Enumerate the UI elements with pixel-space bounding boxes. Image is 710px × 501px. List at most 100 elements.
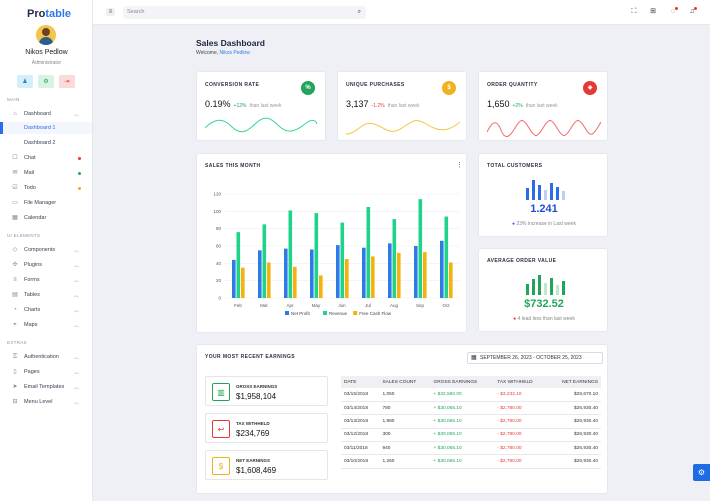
bar-revenue: [366, 207, 371, 298]
menu-dashboard[interactable]: ⌂ Dashboard ︿: [13, 111, 80, 118]
bar-net-profit: [232, 259, 236, 298]
settings-button[interactable]: ⚙: [38, 75, 54, 88]
bar-net-profit: [414, 246, 418, 298]
order-quantity-card: ORDER QUANTITY ◈ 1,650 +2% than last week: [478, 71, 608, 141]
messages-badge: [675, 7, 678, 10]
bullet-icon: ●: [513, 316, 518, 322]
average-order-value: $732.52: [524, 298, 564, 310]
legend-label: Free Cash Flow: [359, 311, 392, 316]
menu-components[interactable]: ◇ Components ︿: [12, 247, 80, 254]
x-tick-label: Apr: [286, 303, 294, 308]
chevron-icon: ︿: [74, 262, 80, 269]
menu-plugins[interactable]: ✣ Plugins ︿: [12, 262, 80, 269]
chart-icon: ◔: [13, 307, 17, 313]
welcome-text: Welcome, Nikos Pedlow: [196, 50, 250, 56]
percent-icon: %: [301, 81, 315, 95]
apps-grid-icon[interactable]: ⊞: [650, 8, 656, 15]
y-tick-label: 20: [216, 278, 222, 283]
sales-chart-card: SALES THIS MONTH ⋮ 0 20 40 60 80 100 120 Feb Mar…: [196, 153, 467, 333]
bar-revenue: [444, 216, 449, 298]
logout-button[interactable]: ⇥: [59, 75, 75, 88]
bar-chart-icon: ▥: [212, 383, 230, 401]
menu-charts[interactable]: ◔ Charts ︿: [13, 307, 80, 314]
menu-menu-level[interactable]: ⊟ Menu Level ︿: [12, 399, 80, 406]
x-tick-label: May: [312, 303, 321, 308]
fullscreen-icon[interactable]: ⛶: [631, 8, 637, 15]
brand-logo[interactable]: Protable: [27, 8, 72, 20]
section-extras: EXTRAS: [7, 340, 27, 345]
menu-calendar[interactable]: ▦ Calendar: [12, 215, 47, 221]
todo-icon: ☑: [12, 185, 18, 191]
bar-net-profit: [440, 240, 444, 298]
map-icon: ⌖: [13, 322, 17, 328]
chevron-icon: ︿: [74, 277, 80, 284]
bullet-icon: ●: [512, 221, 517, 227]
sales-bar-chart: 0 20 40 60 80 100 120 Feb Mar Apr May Jun Jul Aug Sep O…: [213, 192, 459, 316]
menu-dashboard-1[interactable]: Dashboard 1: [0, 122, 92, 134]
more-options-icon[interactable]: ⋮: [456, 162, 463, 169]
menu-pages[interactable]: ▯ Pages ︿: [13, 369, 80, 376]
components-icon: ◇: [12, 247, 18, 253]
legend-swatch: [285, 311, 289, 315]
bar-free-cash-flow: [371, 256, 375, 298]
bar-revenue: [236, 232, 241, 298]
box-icon: ◈: [583, 81, 597, 95]
chat-status-dot: [78, 156, 81, 160]
bar-net-profit: [258, 250, 262, 298]
avatar[interactable]: [36, 25, 56, 45]
menu-authentication[interactable]: ⚿ Authentication ︿: [12, 354, 80, 361]
sidebar: Protable Nikos Pedlow Administrator ♟ ⚙ …: [0, 0, 93, 501]
menu-file-manager[interactable]: ▭ File Manager: [12, 200, 57, 206]
orders-sparkline: [487, 120, 601, 137]
pages-icon: ▯: [13, 369, 17, 375]
bar-free-cash-flow: [267, 262, 271, 298]
menu-todo[interactable]: ☑ Todo: [0, 182, 92, 194]
table-icon: ▤: [12, 292, 18, 298]
earnings-title: YOUR MOST RECENT EARNINGS: [205, 354, 296, 360]
bar-free-cash-flow: [397, 252, 401, 298]
menu-forms[interactable]: ≡ Forms ︿: [13, 277, 80, 284]
bar-revenue: [314, 213, 319, 298]
x-tick-label: Aug: [390, 303, 399, 308]
welcome-user-link[interactable]: Nikos Pedlow: [219, 50, 250, 56]
net-earnings-box: $ NET EARNINGS $1,608,469: [205, 450, 328, 480]
total-customers-title: TOTAL CUSTOMERS: [487, 163, 543, 169]
menu-chat[interactable]: ☐ Chat: [0, 152, 92, 164]
date-range-picker[interactable]: ▦ SEPTEMBER 26, 2023 - OCTOBER 25, 2023: [467, 352, 603, 364]
table-row: 03/11/2018 940 + $30,065.10- $2,780.00 $26,…: [341, 441, 601, 456]
search-input[interactable]: Search ⌕: [123, 6, 366, 19]
chevron-icon: ︿: [74, 354, 80, 361]
bar-free-cash-flow: [449, 262, 453, 298]
menu-maps[interactable]: ⌖ Maps ︿: [13, 322, 80, 329]
menu-tables[interactable]: ▤ Tables ︿: [12, 292, 80, 299]
chevron-icon: ︿: [74, 399, 80, 406]
menu-toggle-button[interactable]: ≡: [106, 8, 115, 16]
topbar: ≡ Search ⌕ ⛶ ⊞ ◌ ♫: [93, 0, 710, 25]
user-role: Administrator: [31, 60, 62, 66]
bar-free-cash-flow: [241, 267, 245, 298]
gear-icon: ⚙: [697, 468, 706, 477]
notifications-bell-icon[interactable]: ♫: [687, 7, 697, 17]
average-order-card: AVERAGE ORDER VALUE $732.52 ● 4 lead les…: [478, 248, 608, 332]
table-row: 03/14/2018 780 + $30,065.10- $2,780.00 $26,…: [341, 401, 601, 416]
search-icon[interactable]: ⌕: [357, 9, 361, 15]
tax-withheld-box: ↩ TAX WITHHELD $234,769: [205, 413, 328, 443]
x-tick-label: Jul: [365, 303, 371, 308]
profile-button[interactable]: ♟: [17, 75, 33, 88]
layers-icon: ⊟: [12, 399, 18, 405]
chevron-icon: ︿: [74, 247, 80, 254]
messages-icon[interactable]: ◌: [668, 7, 678, 17]
bar-revenue: [262, 224, 267, 298]
menu-dashboard-2[interactable]: Dashboard 2: [24, 140, 56, 146]
hamburger-icon: ≡: [108, 9, 113, 15]
earnings-card: YOUR MOST RECENT EARNINGS ▦ SEPTEMBER 26,…: [196, 344, 608, 494]
dollar-icon: $: [212, 457, 230, 475]
menu-mail[interactable]: ✉ Mail: [0, 167, 92, 179]
plugins-icon: ✣: [12, 262, 18, 268]
receipt-icon: ↩: [212, 420, 230, 438]
legend-swatch: [323, 311, 327, 315]
bar-net-profit: [362, 247, 366, 298]
menu-email-templates[interactable]: ➤ Email Templates ︿: [12, 384, 80, 391]
table-header-row: DATE SALES COUNT GROSS EARNINGS TAX WITH…: [341, 376, 601, 388]
settings-fab-button[interactable]: ⚙: [693, 464, 710, 481]
